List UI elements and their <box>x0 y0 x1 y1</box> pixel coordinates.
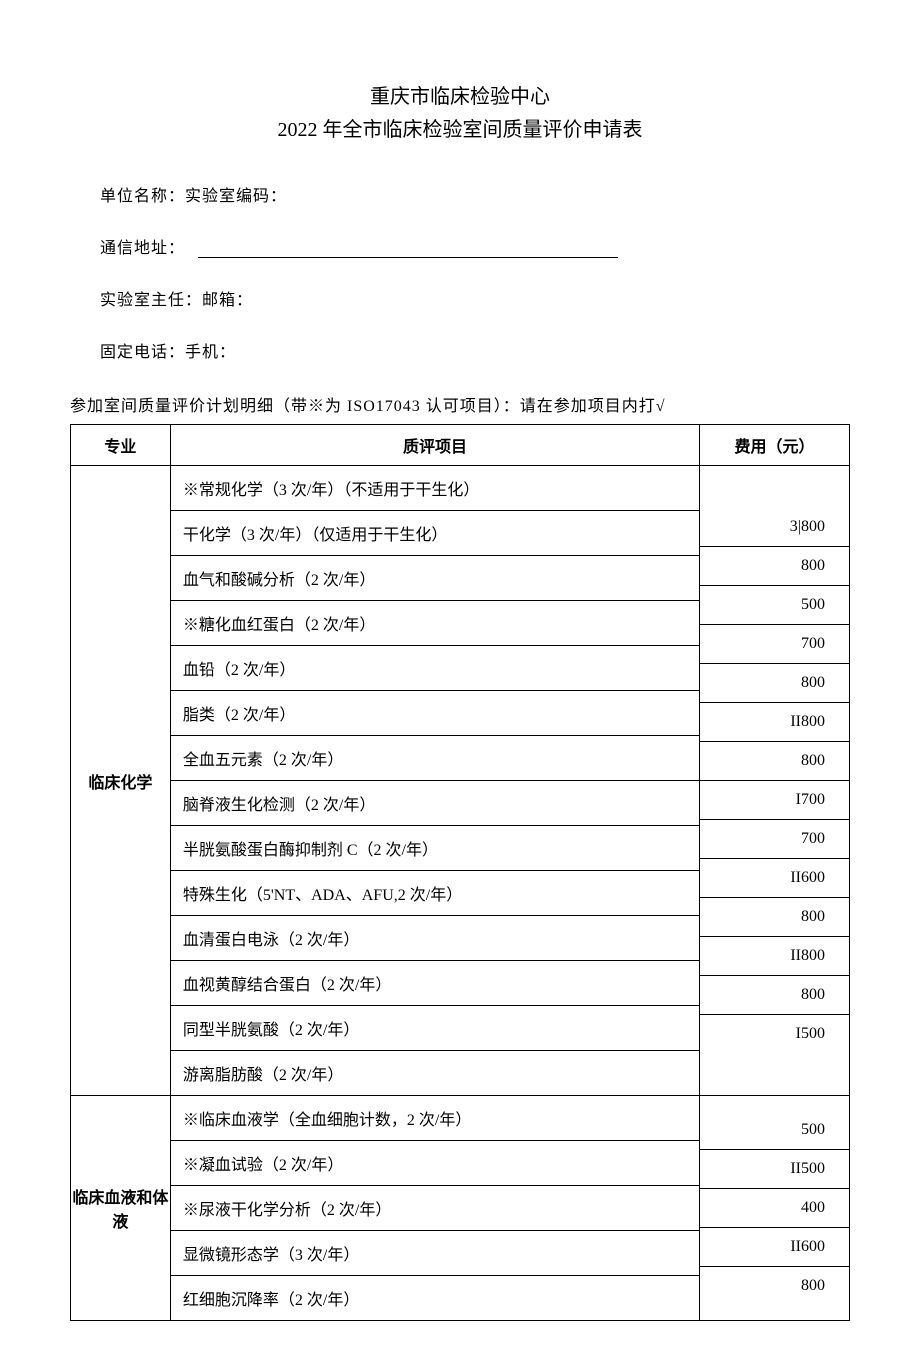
item-label: 脑脊液生化检测（2 次/年） <box>171 781 699 826</box>
category-row: 临床血液和体液※临床血液学（全血细胞计数，2 次/年）※凝血试验（2 次/年）※… <box>71 1096 850 1321</box>
item-label: 同型半胱氨酸（2 次/年） <box>171 1006 699 1051</box>
item-fee: 400 <box>700 1189 849 1228</box>
item-label: 脂类（2 次/年） <box>171 691 699 736</box>
item-fee: II500 <box>700 1150 849 1189</box>
item-fee: 800 <box>700 547 849 586</box>
item-label: 血视黄醇结合蛋白（2 次/年） <box>171 961 699 1006</box>
field-address: 通信地址： <box>100 234 850 258</box>
items-list: ※常规化学（3 次/年）（不适用于干生化）干化学（3 次/年）（仅适用于干生化）… <box>171 466 699 1095</box>
items-list: ※临床血液学（全血细胞计数，2 次/年）※凝血试验（2 次/年）※尿液干化学分析… <box>171 1096 699 1320</box>
item-fee: 3|800 <box>700 508 849 547</box>
item-label: 游离脂肪酸（2 次/年） <box>171 1051 699 1095</box>
field-unit-name: 单位名称：实验室编码： <box>100 182 850 206</box>
header-item: 质评项目 <box>170 425 699 466</box>
item-fee: II800 <box>700 937 849 976</box>
items-cell: ※临床血液学（全血细胞计数，2 次/年）※凝血试验（2 次/年）※尿液干化学分析… <box>170 1096 699 1321</box>
item-label: 血气和酸碱分析（2 次/年） <box>171 556 699 601</box>
item-label: 全血五元素（2 次/年） <box>171 736 699 781</box>
header-category: 专业 <box>71 425 171 466</box>
item-fee: 800 <box>700 1267 849 1305</box>
item-label: 红细胞沉降率（2 次/年） <box>171 1276 699 1320</box>
document-title: 重庆市临床检验中心 2022 年全市临床检验室间质量评价申请表 <box>70 80 850 142</box>
item-fee: 500 <box>700 1111 849 1150</box>
field-address-blank[interactable] <box>198 240 618 258</box>
item-fee: 800 <box>700 742 849 781</box>
header-fee: 费用（元） <box>700 425 850 466</box>
item-label: ※尿液干化学分析（2 次/年） <box>171 1186 699 1231</box>
item-fee: II600 <box>700 1228 849 1267</box>
category-row: 临床化学※常规化学（3 次/年）（不适用于干生化）干化学（3 次/年）（仅适用于… <box>71 466 850 1096</box>
item-label: 显微镜形态学（3 次/年） <box>171 1231 699 1276</box>
fees-cell: 3|800800500700800II800800I700700II600800… <box>700 466 850 1096</box>
item-label: 血清蛋白电泳（2 次/年） <box>171 916 699 961</box>
category-cell: 临床血液和体液 <box>71 1096 171 1321</box>
field-address-label: 通信地址： <box>100 240 185 257</box>
field-phone: 固定电话：手机： <box>100 338 850 362</box>
fees-cell: 500II500400II600800 <box>700 1096 850 1321</box>
item-fee: 500 <box>700 586 849 625</box>
item-fee: 700 <box>700 820 849 859</box>
item-label: 血铅（2 次/年） <box>171 646 699 691</box>
item-fee: I700 <box>700 781 849 820</box>
item-label: ※常规化学（3 次/年）（不适用于干生化） <box>171 466 699 511</box>
field-director-email: 实验室主任：邮箱： <box>100 286 850 310</box>
item-fee: 700 <box>700 625 849 664</box>
item-fee: II600 <box>700 859 849 898</box>
table-header-row: 专业 质评项目 费用（元） <box>71 425 850 466</box>
item-label: ※临床血液学（全血细胞计数，2 次/年） <box>171 1096 699 1141</box>
item-fee: II800 <box>700 703 849 742</box>
table-caption: 参加室间质量评价计划明细（带※为 ISO17043 认可项目）：请在参加项目内打… <box>70 392 850 416</box>
fees-list: 3|800800500700800II800800I700700II600800… <box>700 508 849 1053</box>
item-fee: I500 <box>700 1015 849 1053</box>
eqa-table: 专业 质评项目 费用（元） 临床化学※常规化学（3 次/年）（不适用于干生化）干… <box>70 424 850 1321</box>
table-body: 临床化学※常规化学（3 次/年）（不适用于干生化）干化学（3 次/年）（仅适用于… <box>71 466 850 1321</box>
item-label: 特殊生化（5'NT、ADA、AFU,2 次/年） <box>171 871 699 916</box>
item-fee: 800 <box>700 664 849 703</box>
category-cell: 临床化学 <box>71 466 171 1096</box>
form-fields-block: 单位名称：实验室编码： 通信地址： 实验室主任：邮箱： 固定电话：手机： <box>70 182 850 362</box>
item-label: 半胱氨酸蛋白酶抑制剂 C（2 次/年） <box>171 826 699 871</box>
fees-list: 500II500400II600800 <box>700 1111 849 1305</box>
item-fee: 800 <box>700 976 849 1015</box>
items-cell: ※常规化学（3 次/年）（不适用于干生化）干化学（3 次/年）（仅适用于干生化）… <box>170 466 699 1096</box>
item-label: ※糖化血红蛋白（2 次/年） <box>171 601 699 646</box>
title-line-1: 重庆市临床检验中心 <box>70 80 850 109</box>
item-fee: 800 <box>700 898 849 937</box>
title-line-2: 2022 年全市临床检验室间质量评价申请表 <box>70 113 850 142</box>
item-label: 干化学（3 次/年）（仅适用于干生化） <box>171 511 699 556</box>
item-label: ※凝血试验（2 次/年） <box>171 1141 699 1186</box>
